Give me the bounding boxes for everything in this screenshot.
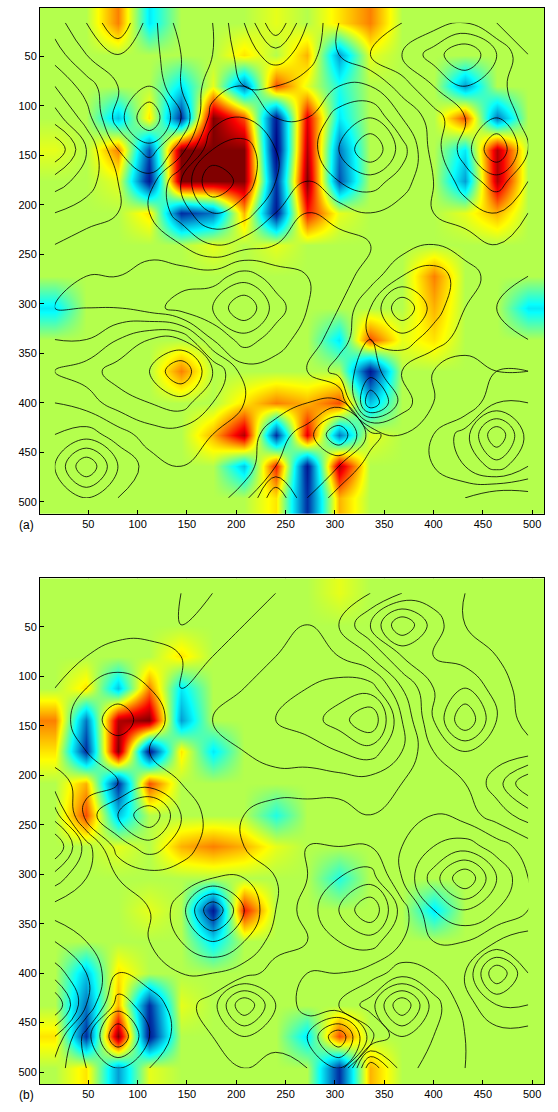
svg-text:(a): (a) [19,518,34,532]
svg-text:350: 350 [375,518,393,530]
svg-text:50: 50 [82,518,94,530]
svg-text:250: 250 [276,1088,294,1100]
svg-text:50: 50 [82,1088,94,1100]
svg-text:250: 250 [276,518,294,530]
svg-text:50: 50 [25,50,37,62]
svg-text:100: 100 [128,518,146,530]
svg-text:100: 100 [18,100,36,112]
svg-text:200: 200 [227,518,245,530]
svg-text:400: 400 [18,397,36,409]
svg-text:500: 500 [18,496,36,508]
svg-text:300: 300 [326,518,344,530]
svg-text:250: 250 [18,248,36,260]
svg-text:500: 500 [523,518,541,530]
svg-text:500: 500 [523,1088,541,1100]
svg-text:300: 300 [18,868,36,880]
svg-text:50: 50 [25,621,37,633]
svg-text:350: 350 [375,1088,393,1100]
svg-text:450: 450 [18,1016,36,1028]
svg-text:350: 350 [18,918,36,930]
svg-text:400: 400 [18,967,36,979]
svg-text:200: 200 [18,769,36,781]
svg-text:400: 400 [424,1088,442,1100]
svg-text:150: 150 [178,1088,196,1100]
svg-text:200: 200 [18,199,36,211]
svg-text:150: 150 [18,149,36,161]
svg-text:100: 100 [128,1088,146,1100]
svg-text:450: 450 [474,518,492,530]
svg-text:100: 100 [18,670,36,682]
svg-text:500: 500 [18,1066,36,1078]
svg-text:150: 150 [178,518,196,530]
svg-text:300: 300 [326,1088,344,1100]
svg-text:200: 200 [227,1088,245,1100]
svg-text:350: 350 [18,347,36,359]
svg-text:300: 300 [18,298,36,310]
svg-text:(b): (b) [19,1088,34,1102]
svg-text:150: 150 [18,720,36,732]
svg-text:250: 250 [18,819,36,831]
svg-text:400: 400 [424,518,442,530]
svg-text:450: 450 [18,446,36,458]
svg-text:450: 450 [474,1088,492,1100]
